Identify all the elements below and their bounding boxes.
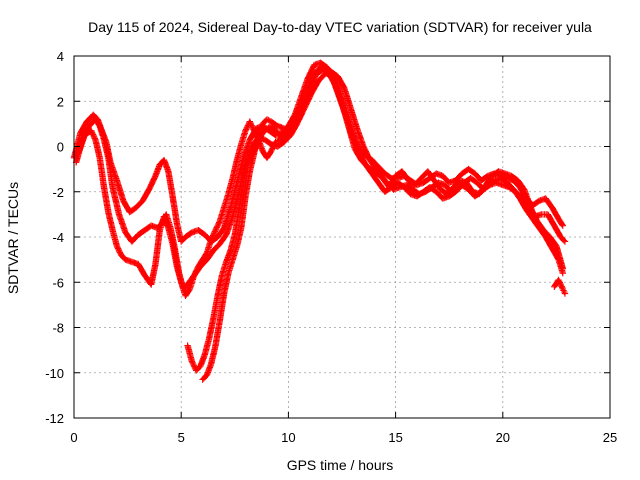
y-tick-label: -8 — [52, 321, 64, 336]
y-tick-label: 0 — [57, 140, 64, 155]
y-tick-label: 4 — [57, 49, 64, 64]
x-tick-label: 0 — [70, 430, 77, 445]
y-tick-label: -6 — [52, 275, 64, 290]
y-tick-label: 2 — [57, 94, 64, 109]
series-track-5 — [199, 116, 569, 383]
x-tick-label: 25 — [603, 430, 617, 445]
ticks: 0 5 10 15 20 25 -12 -10 -8 -6 -4 -2 0 2 4 — [45, 49, 617, 445]
x-tick-label: 5 — [178, 430, 185, 445]
x-tick-label: 20 — [496, 430, 510, 445]
x-axis-title: GPS time / hours — [287, 457, 394, 473]
y-tick-label: -10 — [45, 366, 64, 381]
data-point — [561, 290, 569, 297]
data-points — [70, 59, 569, 383]
y-tick-label: -2 — [52, 185, 64, 200]
y-axis-title: SDTVAR / TECUs — [5, 182, 21, 294]
x-tick-label: 10 — [281, 430, 295, 445]
y-tick-label: -4 — [52, 230, 64, 245]
chart-title: Day 115 of 2024, Sidereal Day-to-day VTE… — [88, 19, 592, 35]
marker-trail — [200, 116, 568, 382]
x-tick-label: 15 — [388, 430, 402, 445]
y-tick-label: -12 — [45, 411, 64, 426]
